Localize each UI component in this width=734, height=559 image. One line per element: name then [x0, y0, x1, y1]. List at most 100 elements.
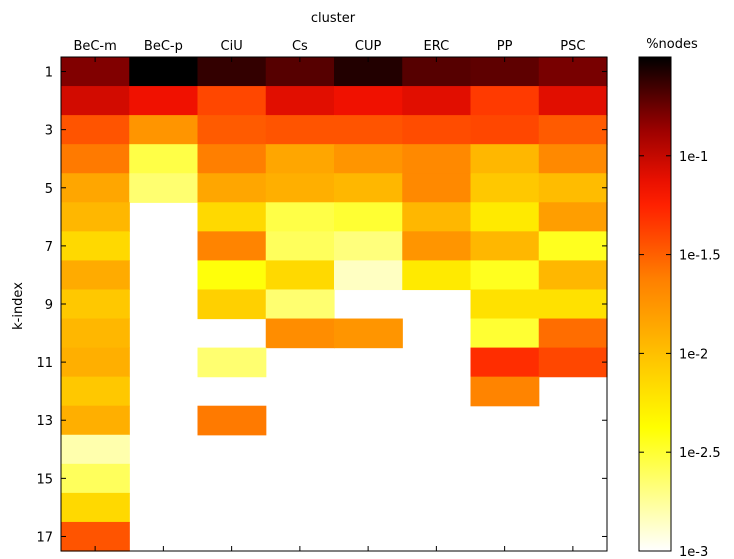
heatmap-cell: [470, 173, 540, 203]
heatmap-cell: [197, 405, 267, 436]
heatmap-cell: [402, 231, 472, 262]
heatmap-cell: [61, 347, 130, 378]
y-tick-label: 9: [45, 298, 53, 313]
colorbar-tick-label: 1e-3: [679, 545, 708, 559]
heatmap-cell: [538, 115, 608, 145]
heatmap-cell: [129, 86, 199, 116]
colorbar-title: %nodes: [646, 37, 698, 52]
x-tick-label: CiU: [221, 39, 243, 54]
heatmap-cell: [265, 173, 335, 203]
colorbar-tick-label: 1e-1: [679, 150, 708, 165]
heatmap-cell: [402, 144, 472, 174]
heatmap-cell: [61, 173, 130, 203]
heatmap-cell: [265, 260, 335, 291]
y-tick-label: 15: [36, 472, 53, 487]
heatmap-cell: [538, 173, 608, 203]
heatmap-cell: [538, 289, 608, 320]
heatmap-cell: [470, 289, 540, 320]
heatmap-cell: [61, 289, 130, 320]
x-tick-label: PSC: [560, 39, 585, 54]
colorbar-ticks: 1e-1 1e-1.5 1e-2 1e-2.5 1e-3: [639, 150, 721, 559]
heatmap-cell: [470, 260, 540, 291]
heatmap-cell: [470, 376, 540, 407]
heatmap-cell: [61, 492, 130, 523]
y-tick-label: 7: [45, 240, 53, 255]
heatmap-cell: [197, 347, 267, 378]
heatmap-cell: [402, 260, 472, 291]
x-tick-label: BeC-m: [73, 39, 116, 54]
heatmap-cell: [538, 86, 608, 116]
colorbar-tick-label: 1e-1.5: [679, 249, 721, 264]
heatmap-cell: [265, 115, 335, 145]
heatmap-cell: [538, 347, 608, 378]
heatmap-cell: [61, 115, 130, 145]
heatmap-cell: [129, 115, 199, 145]
heatmap-cell: [334, 144, 403, 174]
heatmap-cell: [538, 318, 608, 349]
colorbar: [638, 56, 672, 552]
heatmap-cell: [197, 289, 267, 320]
heatmap-cell: [470, 347, 540, 378]
heatmap-cell: [61, 376, 130, 407]
heatmap-cell: [129, 173, 199, 203]
x-tick-label: BeC-p: [144, 39, 183, 54]
heatmap-cell: [61, 318, 130, 349]
heatmap-cell: [334, 318, 403, 349]
heatmap-cell: [334, 115, 403, 145]
heatmap-cell: [265, 231, 335, 262]
x-tick-label: Cs: [292, 39, 308, 54]
heatmap-cell: [265, 318, 335, 349]
heatmap-cell: [334, 260, 403, 291]
heatmap-cell: [470, 86, 540, 116]
heatmap-cell: [61, 86, 130, 116]
heatmap-cell: [61, 144, 130, 174]
heatmap-cell: [402, 86, 472, 116]
chart-title: cluster: [311, 11, 356, 26]
heatmap-cell: [61, 202, 130, 232]
colorbar-tick-label: 1e-2: [679, 347, 708, 362]
heatmap-cell: [265, 144, 335, 174]
heatmap-cell: [61, 405, 130, 436]
colorbar-tick-label: 1e-2.5: [679, 446, 721, 461]
heatmap-cell: [538, 260, 608, 291]
heatmap-cell: [334, 202, 403, 232]
heatmap-cell: [470, 202, 540, 232]
heatmap-cell: [334, 173, 403, 203]
heatmap-cell: [61, 231, 130, 262]
heatmap-cell: [402, 115, 472, 145]
heatmap-cell: [538, 144, 608, 174]
heatmap-cell: [334, 231, 403, 262]
y-axis-label: k-index: [11, 282, 26, 330]
heatmap-cell: [197, 202, 267, 232]
heatmap-cell: [61, 463, 130, 494]
x-tick-label: PP: [497, 39, 513, 54]
y-tick-label: 1: [45, 66, 53, 81]
heatmap-cells: [61, 57, 608, 552]
heatmap-cell: [470, 231, 540, 262]
heatmap-cell: [265, 202, 335, 232]
heatmap-cell: [61, 260, 130, 291]
plot-frame: [60, 56, 608, 552]
heatmap-cell: [197, 260, 267, 291]
heatmap-cell: [197, 86, 267, 116]
heatmap-cell: [402, 202, 472, 232]
heatmap-cell: [265, 289, 335, 320]
heatmap-cell: [470, 115, 540, 145]
y-tick-label: 11: [36, 356, 53, 371]
heatmap-cell: [470, 144, 540, 174]
heatmap-cell: [538, 231, 608, 262]
heatmap-cell: [334, 86, 403, 116]
x-tick-label: ERC: [424, 39, 450, 54]
y-tick-label: 3: [45, 124, 53, 139]
heatmap-cell: [470, 318, 540, 349]
y-tick-label: 5: [45, 182, 53, 197]
heatmap-cell: [197, 173, 267, 203]
heatmap-cell: [197, 231, 267, 262]
heatmap-cell: [197, 115, 267, 145]
heatmap-cell: [61, 434, 130, 465]
heatmap-cell: [265, 86, 335, 116]
heatmap-cell: [402, 173, 472, 203]
heatmap-cell: [538, 202, 608, 232]
